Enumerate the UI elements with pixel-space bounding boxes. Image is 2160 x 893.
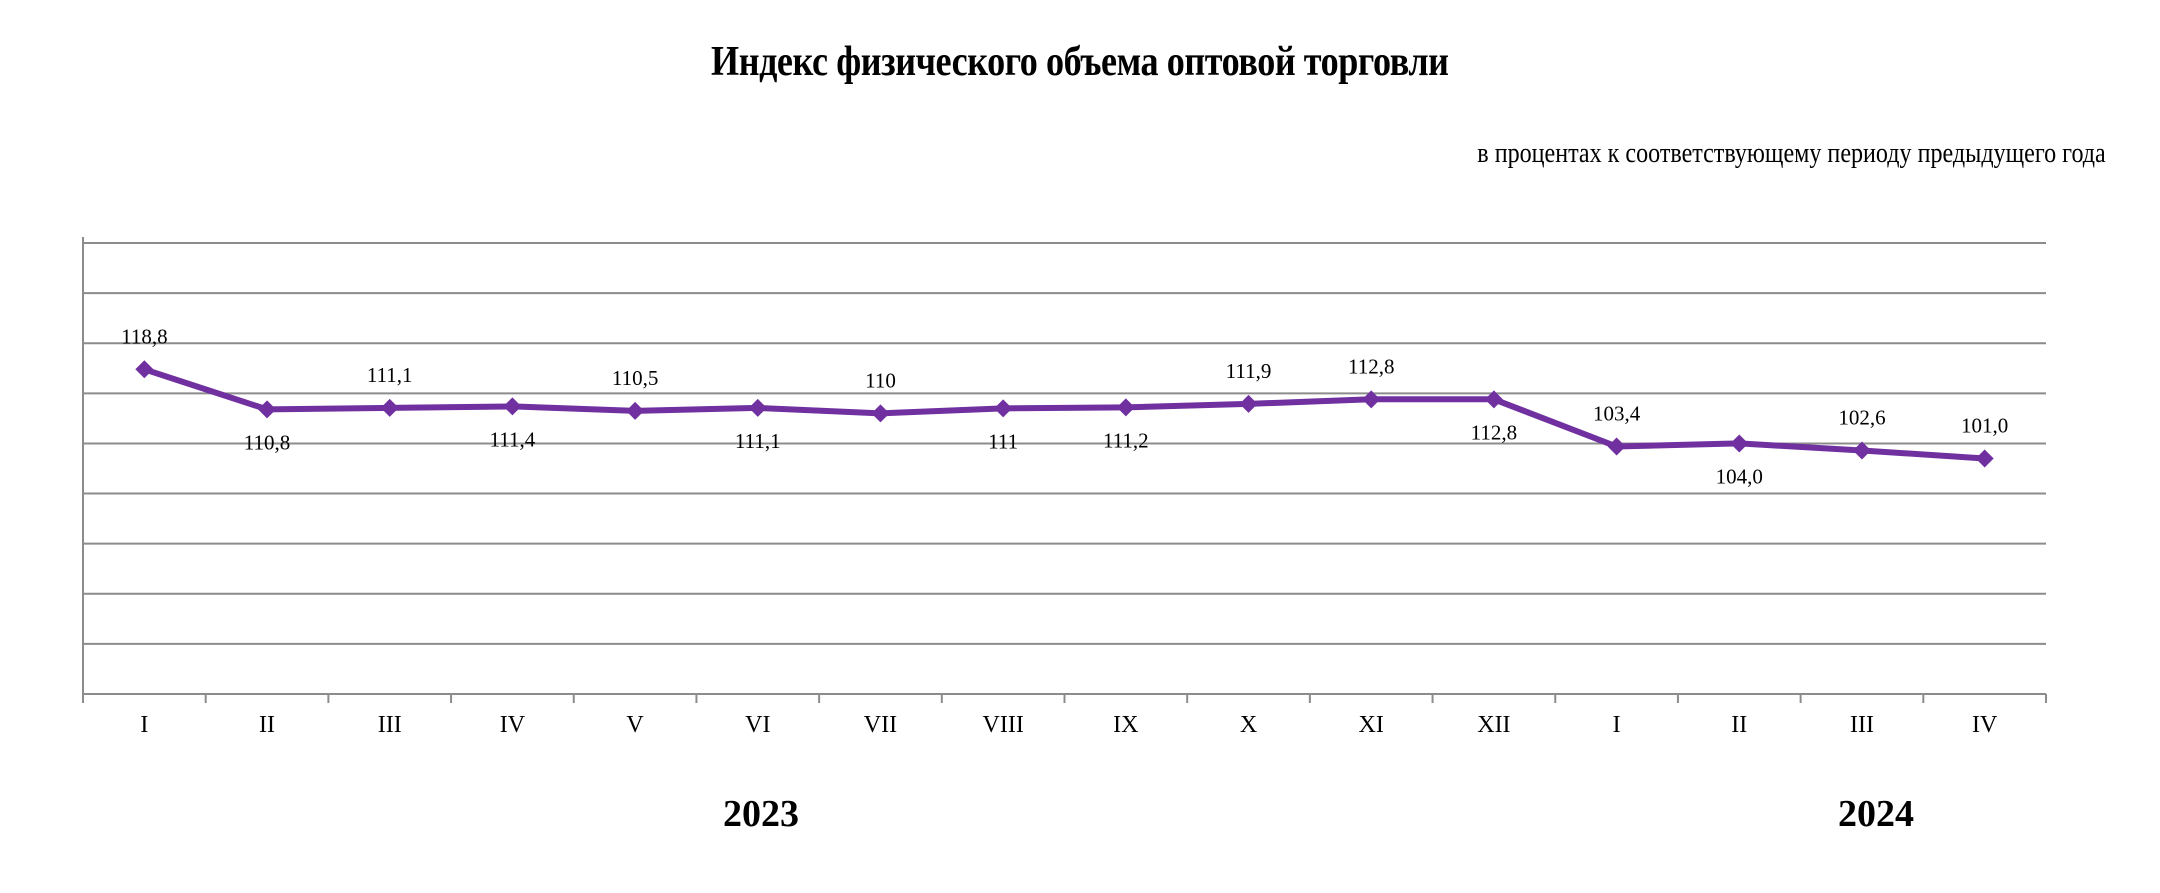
data-label: 104,0 — [1716, 464, 1763, 488]
data-label: 112,8 — [1348, 354, 1394, 378]
data-label: 111 — [988, 429, 1018, 453]
diamond-marker — [135, 360, 154, 379]
data-label: 110 — [865, 368, 896, 392]
x-axis-label: X — [1240, 712, 1257, 738]
x-axis-label: IX — [1113, 712, 1138, 738]
diamond-marker — [1975, 449, 1994, 468]
x-axis-label: IV — [1972, 712, 1998, 738]
x-axis-label: V — [626, 712, 644, 738]
x-axis-labels: I II III IV V VI VII VIII IX X XI XII I II III IV — [140, 712, 1998, 738]
diamond-marker — [258, 400, 277, 419]
data-label: 110,8 — [244, 430, 290, 454]
data-label: 102,6 — [1838, 405, 1885, 429]
data-label: 111,2 — [1103, 428, 1149, 452]
x-axis-label: XI — [1359, 712, 1384, 738]
year-labels: 2023 2024 — [723, 793, 1914, 835]
x-axis-label: VII — [864, 712, 897, 738]
diamond-marker — [1607, 437, 1626, 456]
data-label: 103,4 — [1593, 401, 1641, 425]
data-series — [135, 360, 1994, 468]
x-axis-label: IV — [500, 712, 526, 738]
diamond-marker — [1484, 390, 1503, 409]
x-axis-label: III — [378, 712, 402, 738]
diamond-marker — [748, 398, 767, 417]
diamond-marker — [626, 401, 645, 420]
x-axis-label: VIII — [983, 712, 1024, 738]
data-label: 118,8 — [121, 324, 167, 348]
x-axis — [82, 237, 2047, 703]
series-line — [141, 366, 1988, 462]
year-label: 2023 — [723, 793, 799, 835]
data-label: 111,1 — [735, 429, 781, 453]
x-axis-label: I — [1613, 712, 1621, 738]
data-label: 112,8 — [1471, 420, 1517, 444]
diamond-marker — [1730, 434, 1749, 453]
data-label: 111,1 — [367, 363, 413, 387]
diamond-marker — [994, 399, 1013, 418]
data-label: 110,5 — [612, 366, 658, 390]
year-label: 2024 — [1838, 793, 1914, 835]
diamond-marker — [380, 398, 399, 417]
diamond-marker — [1116, 398, 1135, 417]
x-axis-label: II — [259, 712, 275, 738]
diamond-marker — [1852, 441, 1871, 460]
chart-subtitle: в процентах к соответствующему периоду п… — [1477, 138, 2106, 169]
x-axis-label: I — [140, 712, 148, 738]
data-labels: 118,8 110,8 111,1 111,4 110,5 111,1 110 111 111,… — [121, 324, 2008, 488]
x-axis-label: VI — [745, 712, 770, 738]
diamond-marker — [871, 404, 890, 423]
x-axis-label: XII — [1477, 712, 1510, 738]
diamond-marker — [1362, 390, 1381, 409]
x-axis-label: II — [1731, 712, 1747, 738]
chart-title: Индекс физического объема оптовой торгов… — [711, 39, 1449, 85]
diamond-marker — [1239, 394, 1258, 413]
gridlines — [83, 242, 2046, 645]
x-axis-label: III — [1850, 712, 1874, 738]
data-label: 111,4 — [490, 427, 536, 451]
diamond-marker — [503, 397, 522, 416]
data-label: 111,9 — [1226, 359, 1272, 383]
data-label: 101,0 — [1961, 413, 2008, 437]
